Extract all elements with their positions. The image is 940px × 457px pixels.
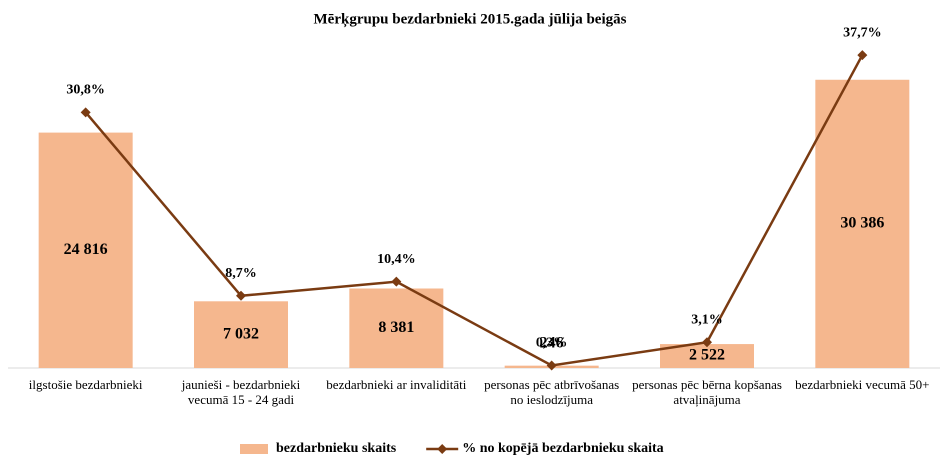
legend-label: % no kopējā bezdarbnieku skaita (462, 441, 663, 456)
line-marker (546, 360, 557, 371)
x-tick-label: ilgstošie bezdarbnieki (28, 377, 143, 392)
line (84, 54, 864, 367)
x-tick-label: personas pēc atbrīvošanas no ieslodzījum… (484, 377, 620, 407)
bar-label: 246 (540, 334, 564, 351)
bar-label: 24 816 (64, 241, 108, 258)
bar (38, 132, 133, 368)
x-tick-label: bezdarbnieki vecumā 50+ (795, 377, 930, 392)
bar-label: 2 522 (689, 347, 725, 364)
line-label: 30,8% (66, 83, 105, 98)
x-tick-label: bezdarbnieki ar invaliditāti (326, 377, 467, 392)
line-marker (80, 107, 91, 118)
bar (815, 79, 910, 368)
line-marker (857, 50, 868, 61)
bar (194, 301, 288, 368)
line-label: 8,7% (225, 266, 257, 281)
bar-label: 7 032 (223, 325, 259, 342)
legend-label: bezdarbnieku skaits (276, 441, 397, 456)
line-label: 0,3% (536, 336, 568, 351)
x-tick-label: personas pēc bērna kopšanas atvaļinājuma (632, 377, 782, 407)
line-marker (702, 337, 712, 348)
line-marker (236, 290, 246, 301)
legend-swatch (437, 444, 448, 454)
bar (660, 344, 754, 368)
legend-swatch (240, 444, 268, 454)
bar-label: 30 386 (840, 215, 884, 232)
line-label: 37,7% (843, 25, 882, 40)
chart-title: Mērķgrupu bezdarbnieki 2015.gada jūlija … (314, 11, 627, 27)
line-label: 10,4% (377, 252, 416, 267)
line-label: 3,1% (691, 312, 723, 327)
bar-label: 8 381 (378, 319, 414, 336)
line-marker (391, 276, 402, 287)
x-tick-label: jaunieši - bezdarbnieki vecumā 15 - 24 g… (181, 377, 301, 407)
bar (349, 288, 444, 368)
